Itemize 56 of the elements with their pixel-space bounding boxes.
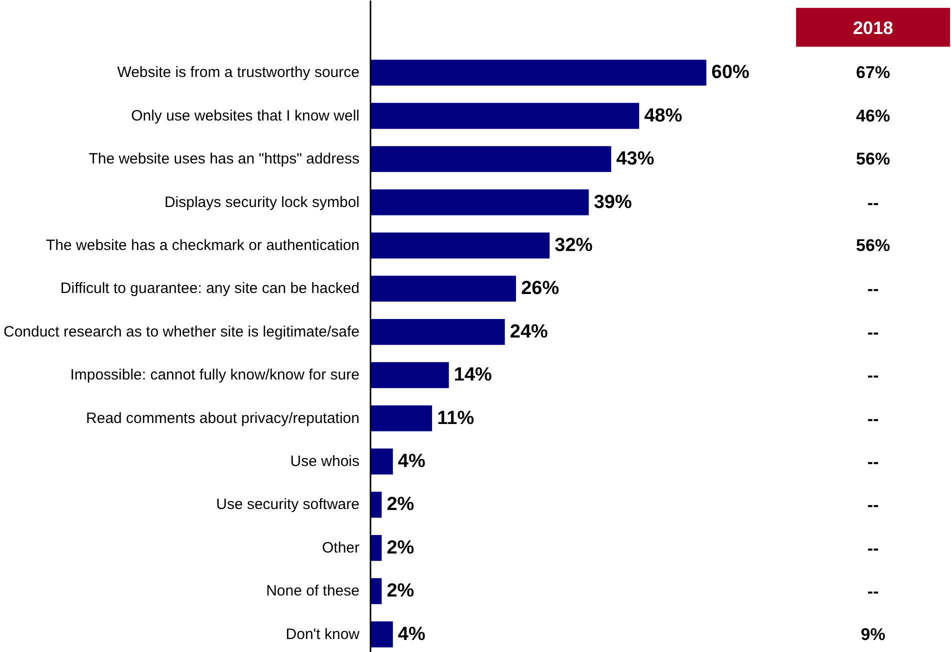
data-label: 26% <box>521 278 560 300</box>
y-tick-label: Impossible: cannot fully know/know for sure <box>70 366 360 384</box>
text: -- <box>867 582 879 602</box>
y-tick-label: Displays security lock symbol <box>164 194 360 211</box>
data-label: 32% <box>554 234 593 256</box>
text: -- <box>867 496 879 515</box>
bar <box>370 318 505 345</box>
text: -- <box>867 322 879 342</box>
data-label: 24% <box>510 321 548 342</box>
data-label: 2% <box>386 494 414 516</box>
bar <box>370 362 449 388</box>
bar <box>370 621 393 648</box>
text: -- <box>867 193 879 212</box>
data-label: 48% <box>644 105 682 126</box>
y-tick-label: Website is from a trustworthy source <box>117 64 360 82</box>
data-label: 39% <box>594 192 632 213</box>
y-tick-label: Only use websites that I know well <box>131 107 360 124</box>
bar <box>370 102 640 129</box>
text: 56% <box>856 236 890 255</box>
data-label: 60% <box>711 62 750 84</box>
text: 2018 <box>853 18 894 38</box>
text: 67% <box>856 63 890 82</box>
y-tick-label: Conduct research as to whether site is legitimate/safe <box>3 323 360 340</box>
bar <box>370 146 612 172</box>
y-tick-label: Difficult to guarantee: any site can be hacked <box>60 280 360 298</box>
text: 46% <box>856 106 890 126</box>
bar <box>370 60 706 86</box>
bar <box>370 189 589 216</box>
y-tick-label: None of these <box>266 582 360 600</box>
data-label: 4% <box>398 624 426 645</box>
y-tick-label: Other <box>322 539 360 556</box>
data-label: 2% <box>386 537 414 558</box>
data-label: 43% <box>616 148 654 170</box>
y-tick-label: The website uses has an "https" address <box>88 150 360 168</box>
bar <box>370 448 393 474</box>
data-label: 11% <box>437 408 474 429</box>
bar <box>370 276 516 302</box>
y-tick-label: The website has a checkmark or authentication <box>46 236 360 254</box>
text: -- <box>867 409 879 428</box>
text: -- <box>867 280 879 299</box>
bar <box>370 405 432 432</box>
data-label: 4% <box>398 451 426 472</box>
text: 9% <box>860 624 886 644</box>
y-tick-label: Use security software <box>216 496 360 514</box>
data-label: 14% <box>454 364 492 386</box>
y-tick-label: Don't know <box>286 626 360 643</box>
bar <box>370 578 382 604</box>
text: -- <box>867 452 879 472</box>
text: -- <box>867 366 879 386</box>
text: 56% <box>856 150 890 169</box>
y-tick-label: Read comments about privacy/reputation <box>86 410 360 427</box>
text: -- <box>867 538 879 558</box>
y-tick-label: Use whois <box>290 453 360 470</box>
data-label: 2% <box>386 580 414 602</box>
bar <box>370 232 550 258</box>
bar <box>370 534 382 561</box>
